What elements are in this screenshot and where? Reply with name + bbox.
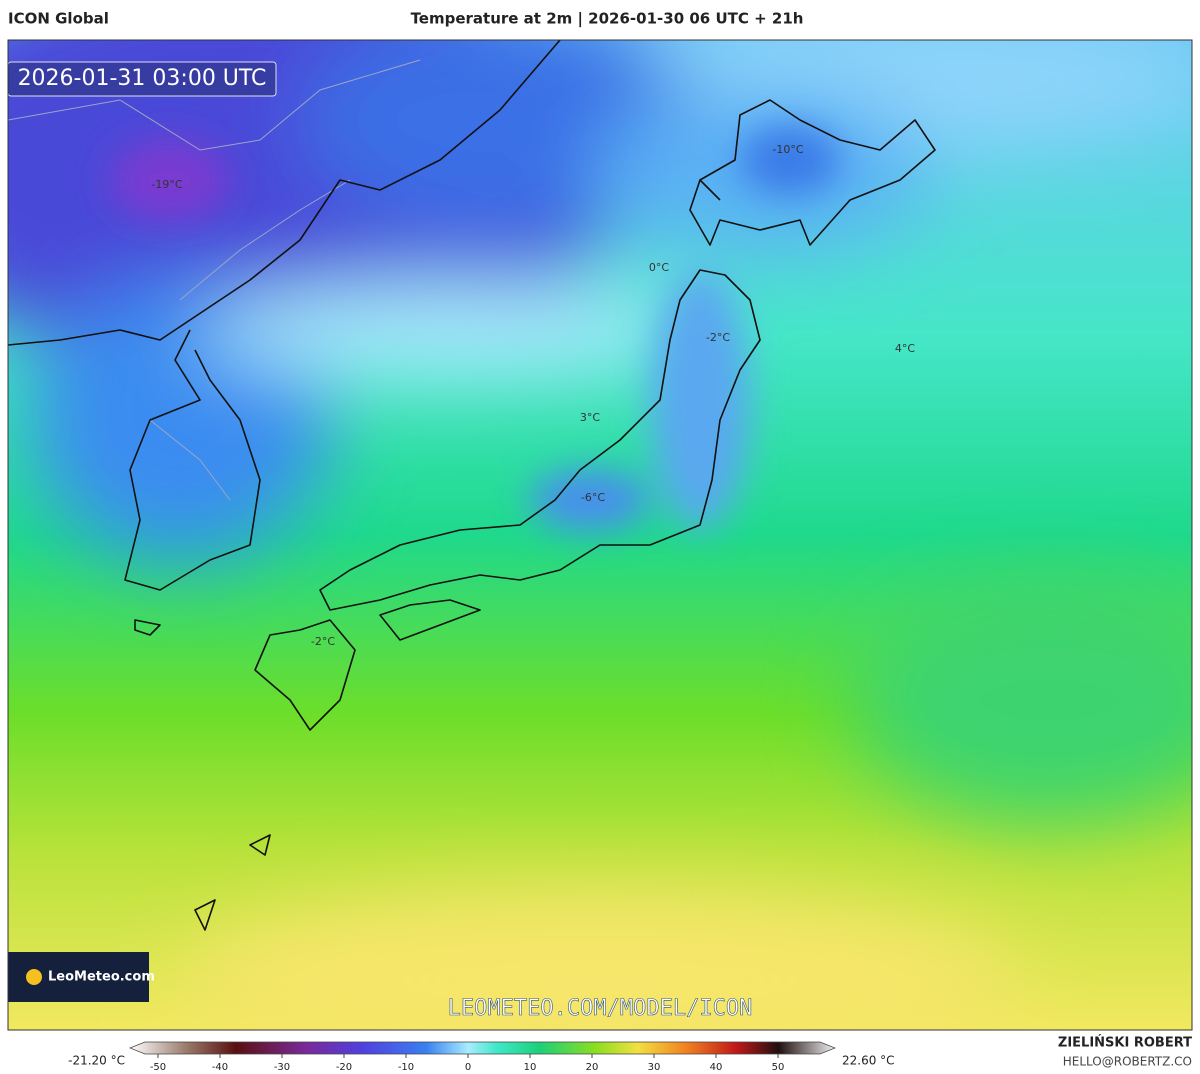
isotherm-label: 3°C (580, 411, 600, 424)
colorbar-tick-label: 10 (524, 1062, 537, 1073)
model-name: ICON Global (8, 10, 109, 28)
isotherm-label: -19°C (151, 178, 182, 191)
logo-sun (26, 969, 42, 985)
isotherm-label: -2°C (706, 331, 730, 344)
colorbar-tick-label: -20 (336, 1062, 352, 1073)
time-box (8, 61, 277, 97)
author: ZIELIŃSKI ROBERT (1058, 1035, 1192, 1051)
watermark: LEOMETEO.COM/MODEL/ICON (448, 996, 753, 1021)
colorbar-tick-label: 40 (710, 1062, 723, 1073)
colorbar-tick-label: -40 (212, 1062, 228, 1073)
colorbar-tick-label: -30 (274, 1062, 290, 1073)
colorbar-tick-label: 30 (648, 1062, 661, 1073)
colorbar: -21.20 °C 22.60 °C -50 -40 -30 -20 -10 0 10 20 3… (68, 1041, 895, 1073)
colorbar-tick-label: 50 (772, 1062, 785, 1073)
isotherm-label: -2°C (311, 635, 335, 648)
isotherm-label: -6°C (581, 491, 605, 504)
isotherm-label: -10°C (772, 143, 803, 156)
colorbar-min: -21.20 °C (68, 1054, 125, 1068)
colorbar-max: 22.60 °C (842, 1054, 895, 1068)
colorbar-tick-label: 0 (465, 1062, 471, 1073)
logo: LeoMeteo.com (48, 970, 155, 985)
valid-time: 2026-01-31 03:00 UTC (18, 66, 267, 91)
isotherm-label: 4°C (895, 342, 915, 355)
colorbar-tick-label: -50 (150, 1062, 166, 1073)
isotherm-label: 0°C (649, 261, 669, 274)
colorbar-tick-label: -10 (398, 1062, 414, 1073)
map-labels: -19°C -10°C 0°C -2°C 4°C 3°C -6°C -2°C (151, 143, 915, 648)
map-frame (7, 39, 1193, 1031)
email: HELLO@ROBERTZ.CO (1063, 1055, 1192, 1069)
map-title: Temperature at 2m | 2026-01-30 06 UTC + … (411, 10, 804, 29)
colorbar-tick-label: 20 (586, 1062, 599, 1073)
